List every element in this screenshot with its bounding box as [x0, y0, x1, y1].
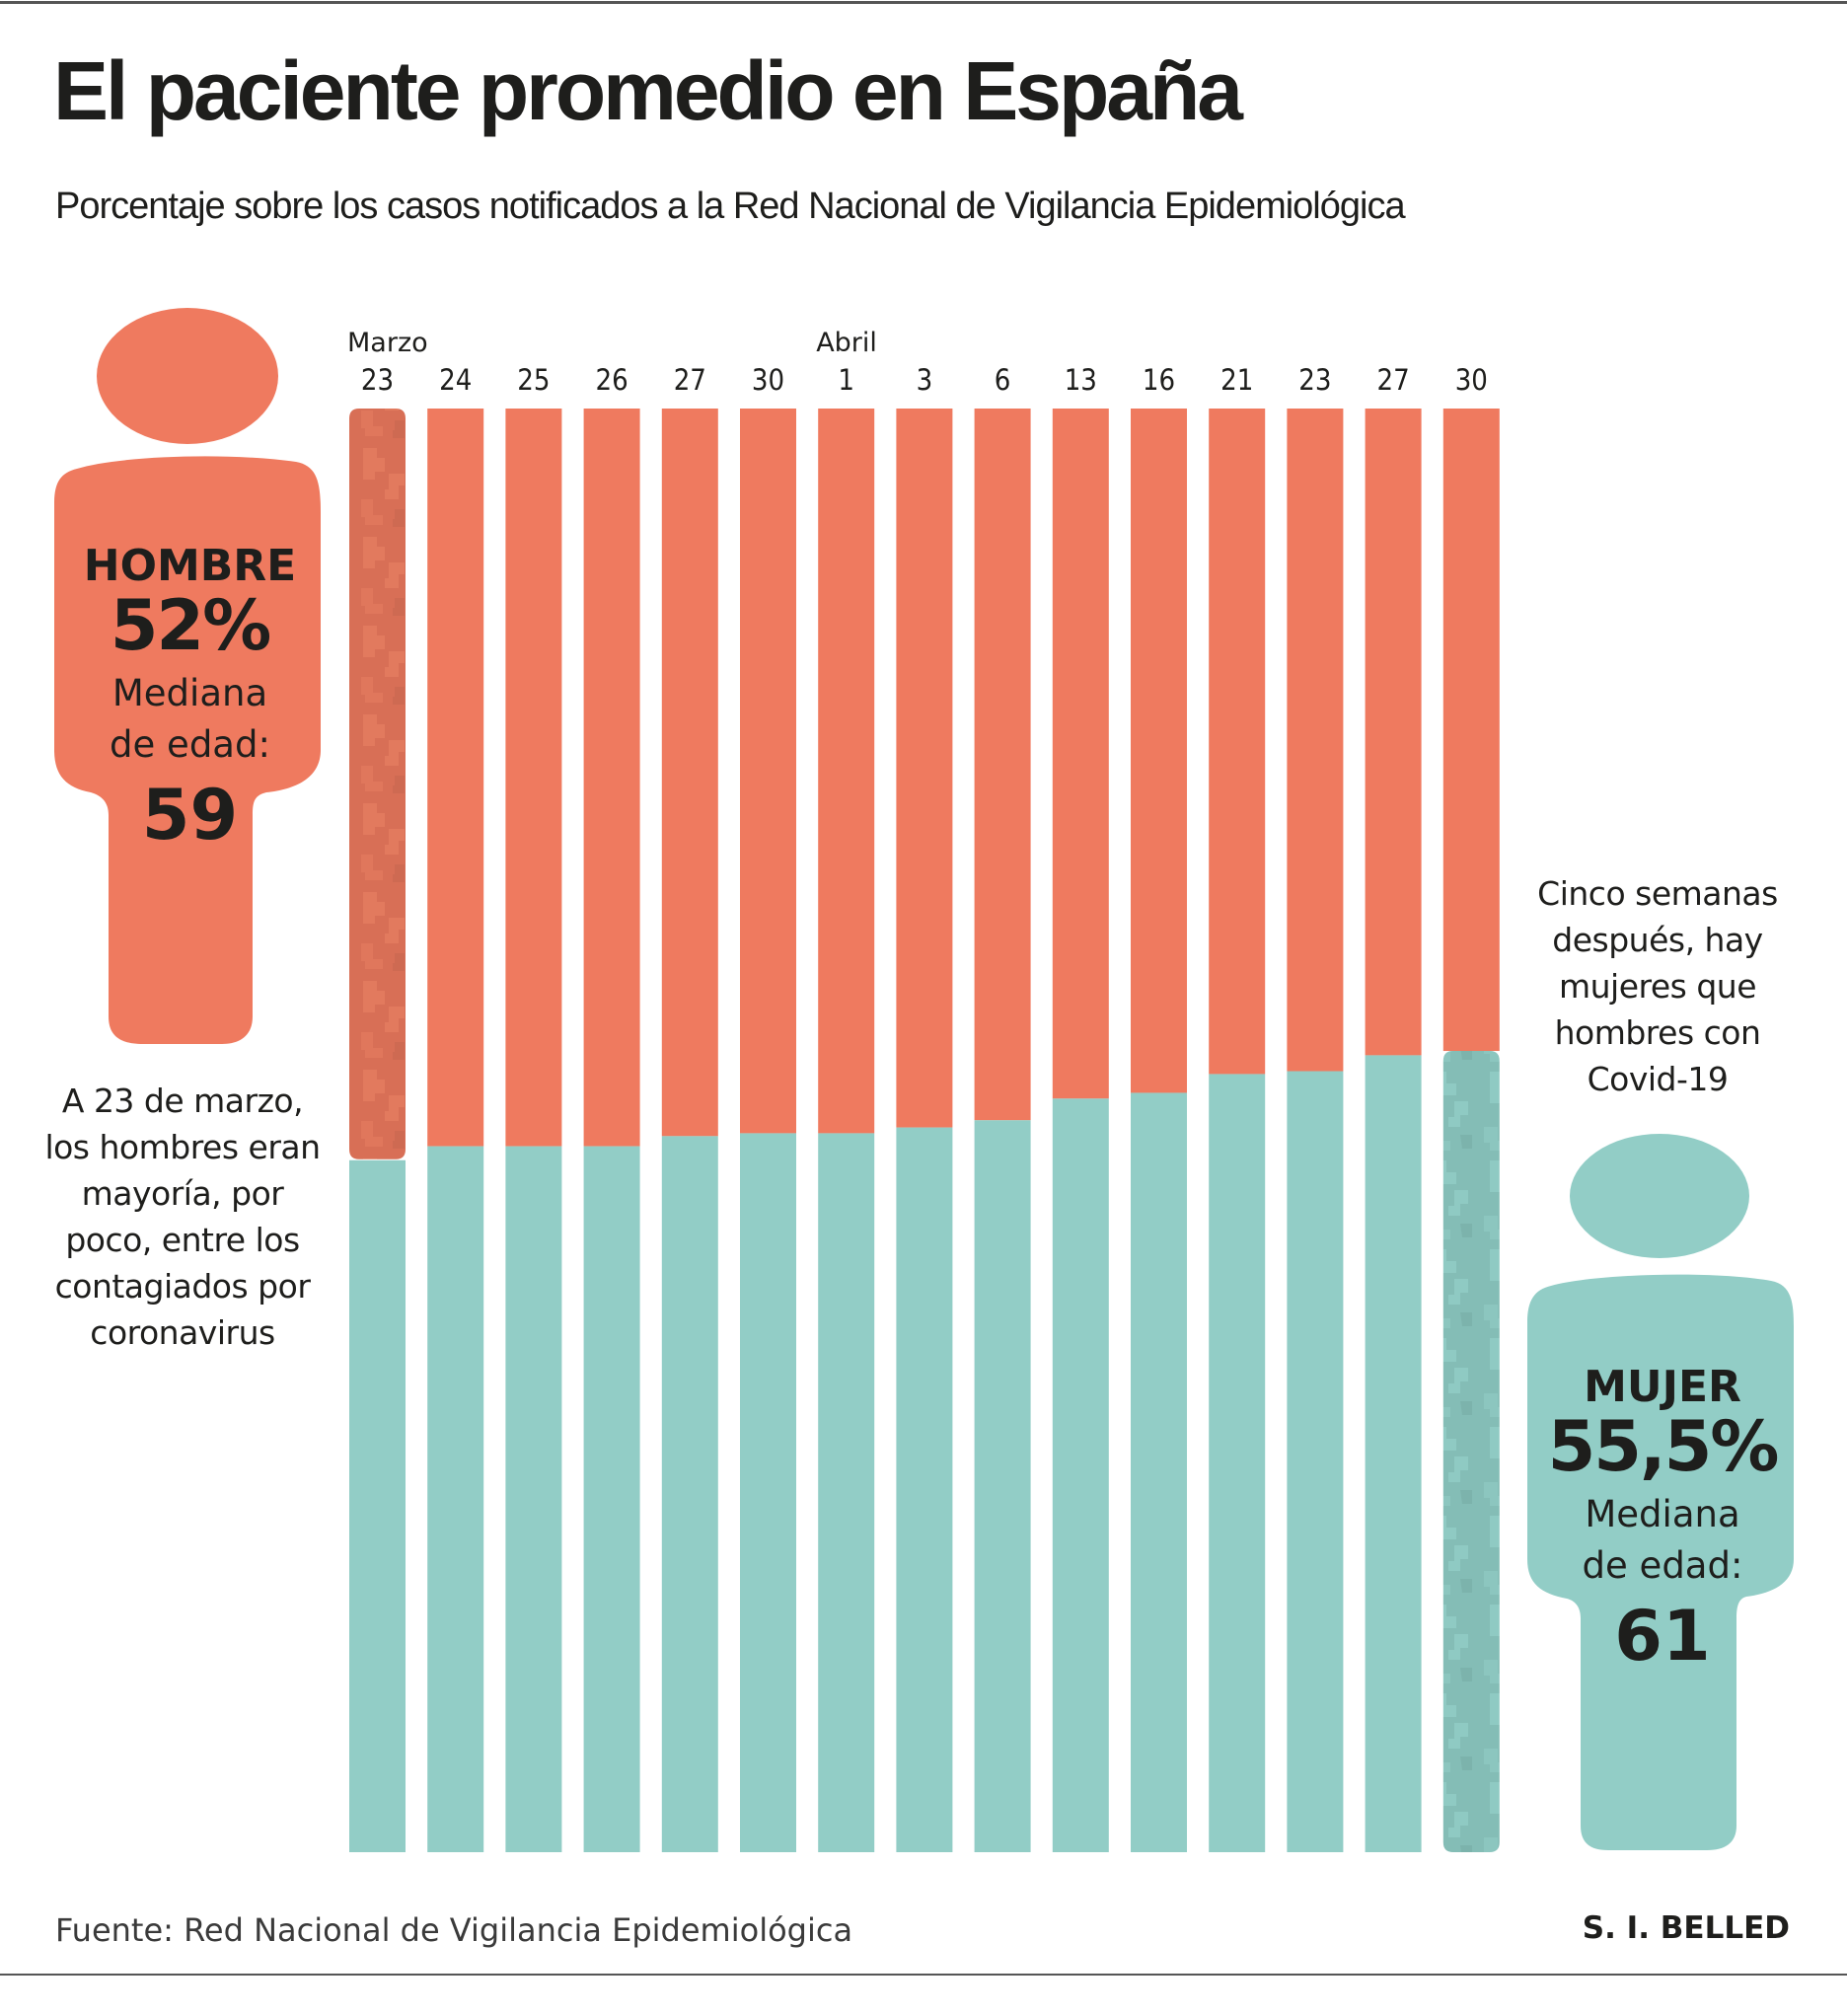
date-label-13: 27: [1376, 363, 1409, 397]
source-note: Fuente: Red Nacional de Vigilancia Epide…: [55, 1911, 853, 1949]
female-body-shape: [1527, 1274, 1794, 1850]
bar-mujer-0: [349, 1159, 406, 1852]
bar-mujer-2: [505, 1146, 562, 1852]
bar-mujer-6: [818, 1133, 875, 1852]
month-label-marzo: Marzo: [347, 328, 428, 358]
bar-hombre-4: [661, 409, 718, 1137]
bar-hombre-2: [505, 409, 562, 1147]
date-label-12: 23: [1298, 363, 1331, 397]
female-person-icon: [1527, 1134, 1794, 1850]
annotation-left: A 23 de marzo, los hombres eran mayoría,…: [44, 1082, 321, 1352]
month-label-abril: Abril: [816, 328, 877, 358]
bar-hombre-14: [1442, 409, 1500, 1052]
bar-hombre-7: [896, 409, 953, 1128]
chart-subtitle: Porcentaje sobre los casos notificados a…: [55, 186, 1406, 227]
bar-hombre-10: [1131, 409, 1187, 1093]
male-body-shape: [54, 456, 321, 1044]
female-median-label: Mediana de edad:: [1582, 1493, 1743, 1587]
bar-hombre-0: [349, 409, 406, 1159]
bar-hombre-11: [1209, 409, 1266, 1075]
bar-hombre-1: [427, 409, 484, 1147]
bar-hombre-12: [1287, 409, 1344, 1072]
date-label-4: 27: [674, 363, 706, 397]
bar-mujer-8: [974, 1120, 1031, 1852]
male-median-age: 59: [141, 775, 239, 856]
bar-hombre-6: [818, 409, 875, 1134]
female-gender-label: MUJER: [1584, 1362, 1741, 1412]
top-rule: [0, 1, 1847, 4]
bar-mujer-14: [1442, 1051, 1500, 1852]
date-label-6: 1: [838, 363, 854, 397]
bar-mujer-3: [583, 1146, 640, 1852]
date-label-3: 26: [595, 363, 628, 397]
date-label-5: 30: [752, 363, 784, 397]
date-label-7: 3: [917, 363, 933, 397]
bar-mujer-7: [896, 1127, 953, 1852]
bottom-rule: [0, 1974, 1847, 1976]
female-percent: 55,5%: [1547, 1406, 1780, 1487]
bar-mujer-13: [1365, 1055, 1422, 1852]
bar-mujer-1: [427, 1146, 484, 1852]
female-figure-text: MUJER 55,5% Mediana de edad: 61: [1529, 1362, 1796, 1677]
bar-hombre-9: [1052, 409, 1109, 1099]
date-label-14: 30: [1455, 363, 1488, 397]
bar-mujer-4: [661, 1136, 718, 1852]
bar-hombre-3: [583, 409, 640, 1147]
male-percent: 52%: [110, 585, 272, 666]
date-label-1: 24: [439, 363, 472, 397]
chart-title: El paciente promedio en España: [53, 44, 1243, 137]
date-label-8: 6: [995, 363, 1011, 397]
male-head-shape: [97, 308, 278, 444]
author-credit: S. I. BELLED: [1582, 1910, 1790, 1946]
bar-mujer-11: [1209, 1074, 1266, 1852]
bar-mujer-9: [1052, 1098, 1109, 1852]
bar-hombre-13: [1365, 409, 1422, 1056]
annotation-right: Cinco semanas después, hay mujeres que h…: [1537, 874, 1778, 1098]
date-label-0: 23: [361, 363, 394, 397]
bar-mujer-10: [1131, 1092, 1187, 1852]
bar-mujer-12: [1287, 1071, 1344, 1852]
male-figure-text: HOMBRE 52% Mediana de edad: 59: [59, 541, 321, 856]
female-head-shape: [1570, 1134, 1749, 1258]
female-median-age: 61: [1614, 1596, 1711, 1677]
date-label-2: 25: [517, 363, 550, 397]
bar-group: [349, 409, 1500, 1852]
bar-hombre-5: [740, 409, 796, 1134]
date-label-10: 16: [1143, 363, 1175, 397]
bar-hombre-8: [974, 409, 1031, 1121]
male-median-label: Mediana de edad:: [110, 672, 270, 766]
male-gender-label: HOMBRE: [83, 541, 297, 591]
male-person-icon: [54, 308, 321, 1044]
bar-mujer-5: [740, 1133, 796, 1852]
date-label-9: 13: [1065, 363, 1097, 397]
date-label-11: 21: [1220, 363, 1253, 397]
